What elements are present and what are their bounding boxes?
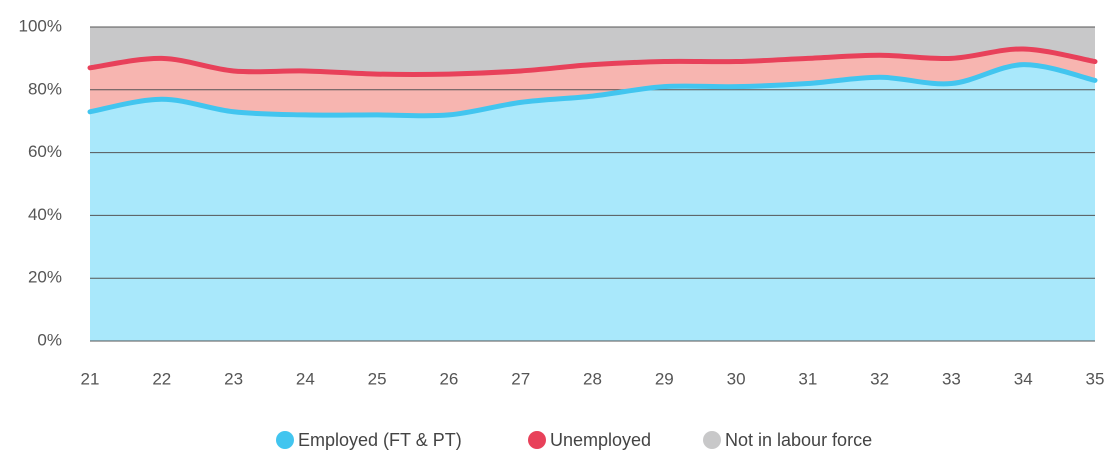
- x-tick-label: 23: [224, 369, 243, 388]
- y-tick-label: 40%: [28, 205, 62, 224]
- y-tick-label: 0%: [37, 330, 62, 349]
- y-tick-label: 20%: [28, 268, 62, 287]
- legend-marker: [703, 431, 721, 449]
- x-tick-label: 35: [1086, 369, 1105, 388]
- x-tick-label: 27: [511, 369, 530, 388]
- x-tick-label: 34: [1014, 369, 1033, 388]
- line: [87, 46, 1098, 77]
- legend-label: Unemployed: [550, 430, 651, 450]
- x-tick-label: 28: [583, 369, 602, 388]
- line: [87, 62, 1098, 119]
- grid: [90, 26, 1095, 342]
- area: [90, 64, 1095, 342]
- legend-marker: [276, 431, 294, 449]
- x-tick-label: 21: [81, 369, 100, 388]
- legend: Employed (FT & PT) Unemployed Not in labou…: [276, 430, 872, 450]
- x-tick-label: 26: [439, 369, 458, 388]
- x-tick-label: 24: [296, 369, 315, 388]
- x-tick-label: 22: [152, 369, 171, 388]
- lines: [87, 46, 1098, 119]
- x-tick-label: 30: [727, 369, 746, 388]
- labels: 0% 20% 40% 60% 80% 100% 21 22 23 24 25 26 27 28 29 30 31…: [19, 16, 1105, 388]
- legend-label: Not in labour force: [725, 430, 872, 450]
- x-tick-label: 25: [368, 369, 387, 388]
- legend-marker: [528, 431, 546, 449]
- legend-label: Employed (FT & PT): [298, 430, 462, 450]
- x-tick-label: 33: [942, 369, 961, 388]
- x-tick-label: 32: [870, 369, 889, 388]
- y-tick-label: 100%: [19, 16, 62, 35]
- x-tick-label: 31: [798, 369, 817, 388]
- area: [90, 27, 1095, 75]
- areas: [90, 27, 1095, 342]
- area: [90, 48, 1095, 116]
- y-tick-label: 80%: [28, 79, 62, 98]
- x-tick-label: 29: [655, 369, 674, 388]
- y-tick-label: 60%: [28, 142, 62, 161]
